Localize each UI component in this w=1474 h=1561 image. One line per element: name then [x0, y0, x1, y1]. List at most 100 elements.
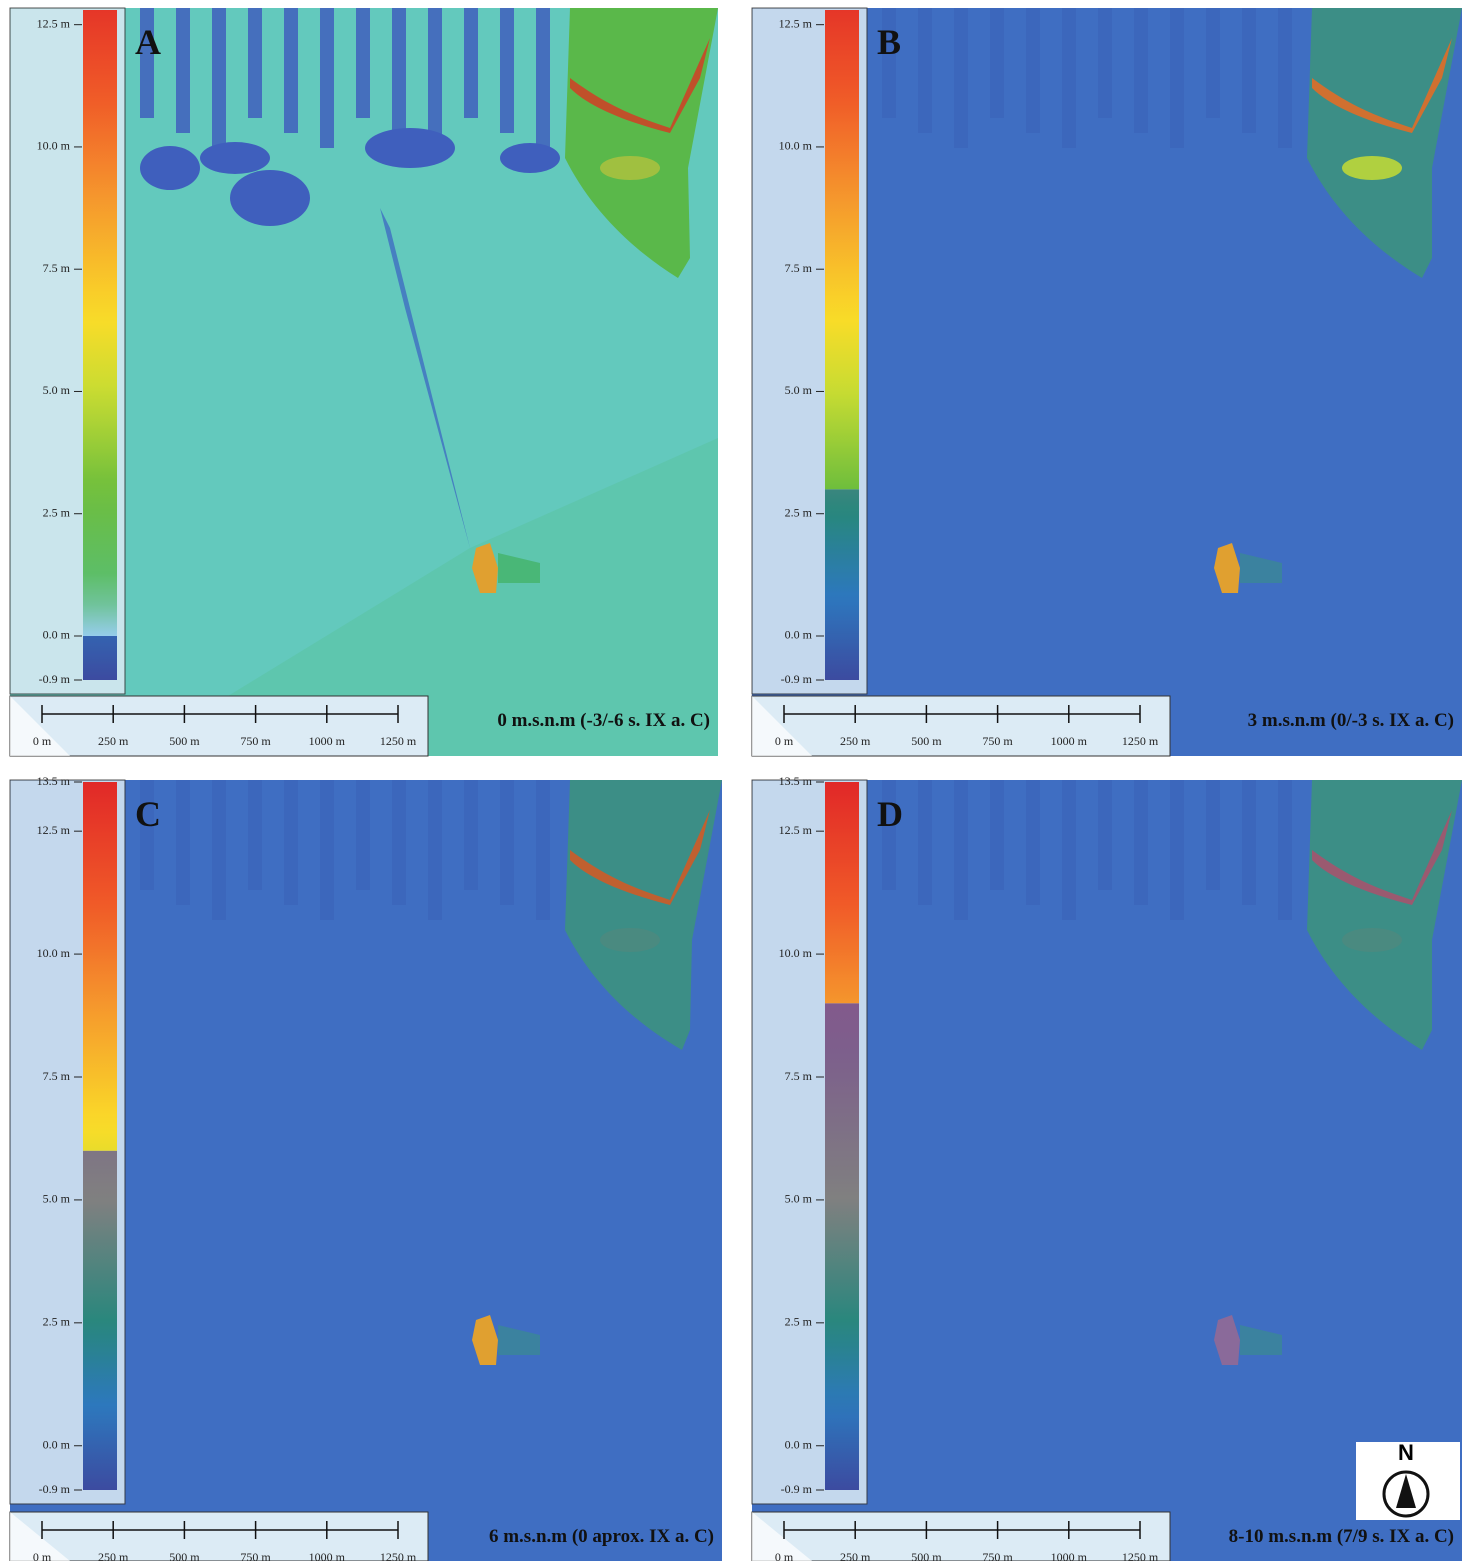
shoal-band: [500, 780, 514, 905]
shoal-band: [1134, 780, 1148, 905]
legend-tick-label: 12.5 m: [37, 16, 71, 30]
figure: 12.5 m 10.0 m 7.5 m 5.0 m 2.5 m 0.0 m -0.9 m 0 …: [0, 0, 1474, 1561]
scale-tick-label: 750 m: [982, 734, 1013, 748]
deep-band: [212, 8, 226, 148]
shoal-band: [212, 780, 226, 920]
map-panel: 12.5 m10.0 m7.5 m5.0 m2.5 m0.0 m-0.9 m0 …: [752, 8, 1462, 756]
legend-tick-label: 13.5 m: [37, 774, 71, 788]
map-panel: 13.5 m12.5 m10.0 m7.5 m5.0 m2.5 m0.0 m-0…: [10, 774, 722, 1561]
scale-tick-label: 500 m: [169, 734, 200, 748]
legend-tick-label: 7.5 m: [785, 1069, 813, 1083]
scale-tick-label: 250 m: [840, 1550, 871, 1561]
deep-band: [320, 8, 334, 148]
deep-band: [464, 8, 478, 118]
legend-tick-label: 5.0 m: [43, 1192, 71, 1206]
shoal-band: [954, 780, 968, 920]
colorbar-land: [825, 10, 859, 489]
scale-tick-label: 1250 m: [380, 1550, 417, 1561]
scale-tick-label: 1000 m: [309, 1550, 346, 1561]
shoal-band: [428, 780, 442, 920]
scale-tick-label: 0 m: [33, 734, 52, 748]
hill: [1342, 156, 1402, 180]
legend-tick-label: 5.0 m: [785, 1192, 813, 1206]
legend-tick-label: -0.9 m: [781, 1482, 813, 1496]
shoal-band: [1170, 780, 1184, 920]
legend-tick-label: 0.0 m: [785, 1438, 813, 1452]
legend-tick-label: 2.5 m: [43, 1315, 71, 1329]
deep-patch: [500, 143, 560, 173]
legend-tick-label: 7.5 m: [43, 1069, 71, 1083]
panel-caption: 0 m.s.n.m (-3/-6 s. IX a. C): [497, 710, 710, 731]
map-panel: 13.5 m12.5 m10.0 m7.5 m5.0 m2.5 m0.0 m-0…: [752, 774, 1462, 1561]
deep-band: [248, 8, 262, 118]
legend-tick-label: 12.5 m: [779, 16, 813, 30]
colorbar-flooded: [825, 489, 859, 680]
scale-tick-label: 250 m: [840, 734, 871, 748]
colorbar-land: [825, 782, 859, 1003]
legend-tick-label: 10.0 m: [37, 946, 71, 960]
panel-caption: 6 m.s.n.m (0 aprox. IX a. C): [489, 1526, 714, 1547]
shoal-band: [954, 8, 968, 148]
shoal-band: [1242, 8, 1256, 133]
shoal-band: [1242, 780, 1256, 905]
legend-tick-label: 10.0 m: [37, 139, 71, 153]
shoal-band: [284, 780, 298, 905]
colorbar-flooded: [825, 1003, 859, 1490]
shoal-band: [1098, 8, 1112, 118]
scale-tick-label: 250 m: [98, 1550, 129, 1561]
scale-tick-label: 500 m: [911, 734, 942, 748]
deep-band: [356, 8, 370, 118]
shoal-band: [918, 780, 932, 905]
shoal-band: [1134, 8, 1148, 133]
scale-tick-label: 1000 m: [309, 734, 346, 748]
panel-letter: D: [877, 794, 903, 834]
colorbar-land: [83, 10, 117, 636]
legend-tick-label: 10.0 m: [779, 139, 813, 153]
scale-tick-label: 0 m: [775, 734, 794, 748]
colorbar-land: [83, 782, 117, 1151]
shoal-band: [464, 780, 478, 890]
legend-tick-label: 2.5 m: [785, 505, 813, 519]
shoal-band: [1062, 780, 1076, 920]
deep-band: [536, 8, 550, 148]
legend-tick-label: 10.0 m: [779, 946, 813, 960]
deep-band: [284, 8, 298, 133]
legend-tick-label: 13.5 m: [779, 774, 813, 788]
scale-tick-label: 500 m: [169, 1550, 200, 1561]
shoal-band: [176, 780, 190, 905]
scale-tick-label: 250 m: [98, 734, 129, 748]
shoal-band: [918, 8, 932, 133]
legend-tick-label: 7.5 m: [785, 261, 813, 275]
shoal-band: [1206, 8, 1220, 118]
scale-box: [10, 1512, 428, 1561]
shoal-band: [536, 780, 550, 920]
shoal-band: [1098, 780, 1112, 890]
shoal-band: [356, 780, 370, 890]
shoal-band: [1062, 8, 1076, 148]
shoal-band: [990, 8, 1004, 118]
legend-tick-label: 5.0 m: [43, 383, 71, 397]
scale-box: [10, 696, 428, 756]
scale-tick-label: 750 m: [240, 734, 271, 748]
legend-tick-label: 12.5 m: [37, 823, 71, 837]
deep-band: [500, 8, 514, 133]
deep-band: [428, 8, 442, 148]
legend-tick-label: 5.0 m: [785, 383, 813, 397]
panel-letter: C: [135, 794, 161, 834]
panel-caption: 8-10 m.s.n.m (7/9 s. IX a. C): [1229, 1526, 1454, 1547]
panel-caption: 3 m.s.n.m (0/-3 s. IX a. C): [1248, 710, 1454, 731]
shoal-band: [392, 780, 406, 905]
scale-tick-label: 0 m: [775, 1550, 794, 1561]
deep-patch: [230, 170, 310, 226]
scale-tick-label: 1250 m: [380, 734, 417, 748]
panel-letter: A: [135, 22, 161, 62]
shoal-band: [1170, 8, 1184, 148]
scale-box: [752, 1512, 1170, 1561]
legend-tick-label: 0.0 m: [43, 628, 71, 642]
scale-tick-label: 1250 m: [1122, 734, 1159, 748]
legend-tick-label: -0.9 m: [39, 672, 71, 686]
scale-box: [752, 696, 1170, 756]
hill: [1342, 928, 1402, 952]
shoal-band: [990, 780, 1004, 890]
scale-tick-label: 0 m: [33, 1550, 52, 1561]
